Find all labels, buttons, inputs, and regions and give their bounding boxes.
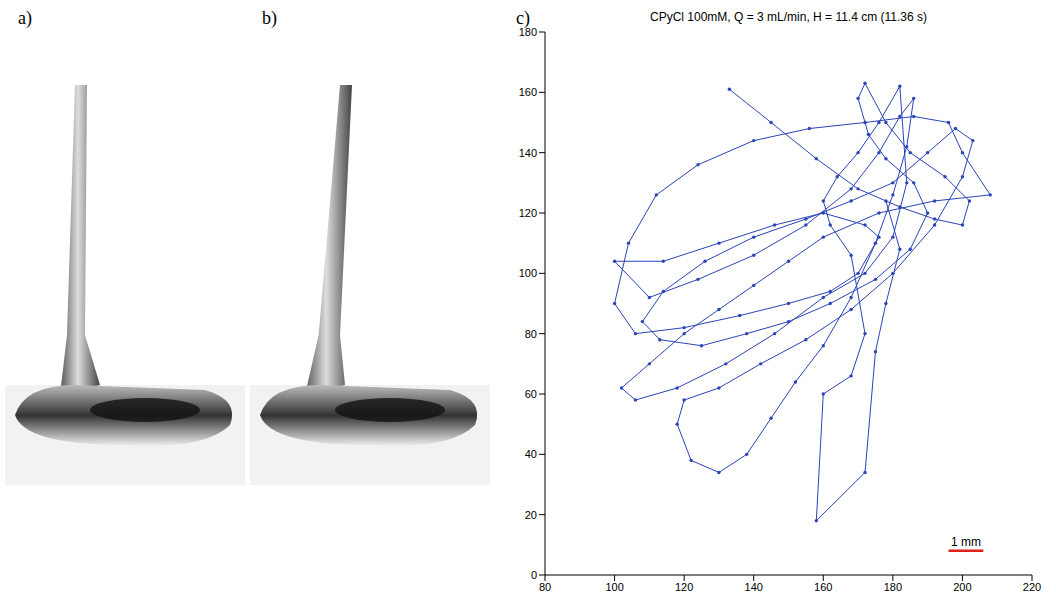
svg-text:80: 80 [525,328,537,340]
html-text:b): b) [262,8,277,28]
svg-text:0: 0 [531,569,537,581]
svg-text:60: 60 [525,388,537,400]
svg-text:180: 180 [519,26,537,38]
svg-text:100: 100 [519,267,537,279]
html-text:a): a) [18,8,32,28]
svg-text:40: 40 [525,448,537,460]
svg-text:180: 180 [884,581,902,593]
svg-text:160: 160 [814,581,832,593]
svg-text:100: 100 [605,581,623,593]
html-text:c): c) [516,8,530,28]
svg-text:80: 80 [539,581,551,593]
html-text:CPyCl 100mM, Q = 3 mL/min, H =: CPyCl 100mM, Q = 3 mL/min, H = 11.4 cm (… [650,10,927,24]
svg-text:220: 220 [1023,581,1041,593]
svg-text:160: 160 [519,86,537,98]
svg-text:200: 200 [953,581,971,593]
svg-text:140: 140 [745,581,763,593]
svg-text:120: 120 [519,207,537,219]
svg-text:1 mm: 1 mm [951,535,981,549]
svg-text:20: 20 [525,509,537,521]
svg-text:120: 120 [675,581,693,593]
svg-text:140: 140 [519,147,537,159]
